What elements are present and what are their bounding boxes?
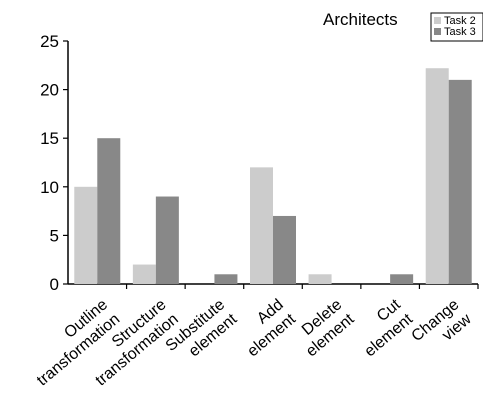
legend-swatch [434, 17, 441, 24]
chart-title: Architects [323, 10, 398, 29]
bar-task-2-0 [74, 186, 98, 284]
bar-task-2-4 [308, 274, 332, 284]
bar-task-3-3 [273, 215, 296, 284]
legend-label: Task 2 [444, 15, 476, 27]
bar-task-3-0 [97, 138, 121, 284]
bar-task-2-1 [132, 264, 156, 284]
y-tick-label: 20 [40, 81, 59, 100]
y-tick-label: 0 [50, 275, 59, 294]
legend-swatch [434, 28, 441, 35]
y-tick-label: 25 [40, 32, 59, 51]
bar-task-3-2 [214, 274, 238, 284]
bar-task-2-3 [250, 167, 273, 284]
legend-label: Task 3 [444, 26, 476, 38]
bar-task-3-1 [155, 196, 179, 284]
bar-task-3-6 [448, 79, 472, 284]
y-tick-label: 15 [40, 129, 59, 148]
bar-task-3-5 [390, 274, 414, 284]
bar-task-2-6 [425, 68, 449, 284]
y-tick-label: 10 [40, 178, 59, 197]
y-tick-label: 5 [50, 226, 59, 245]
